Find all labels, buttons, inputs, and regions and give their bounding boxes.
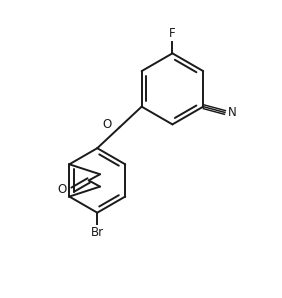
Text: O: O	[57, 183, 67, 196]
Text: O: O	[103, 118, 112, 131]
Text: N: N	[228, 106, 237, 119]
Text: Br: Br	[91, 226, 104, 238]
Text: F: F	[169, 27, 176, 41]
